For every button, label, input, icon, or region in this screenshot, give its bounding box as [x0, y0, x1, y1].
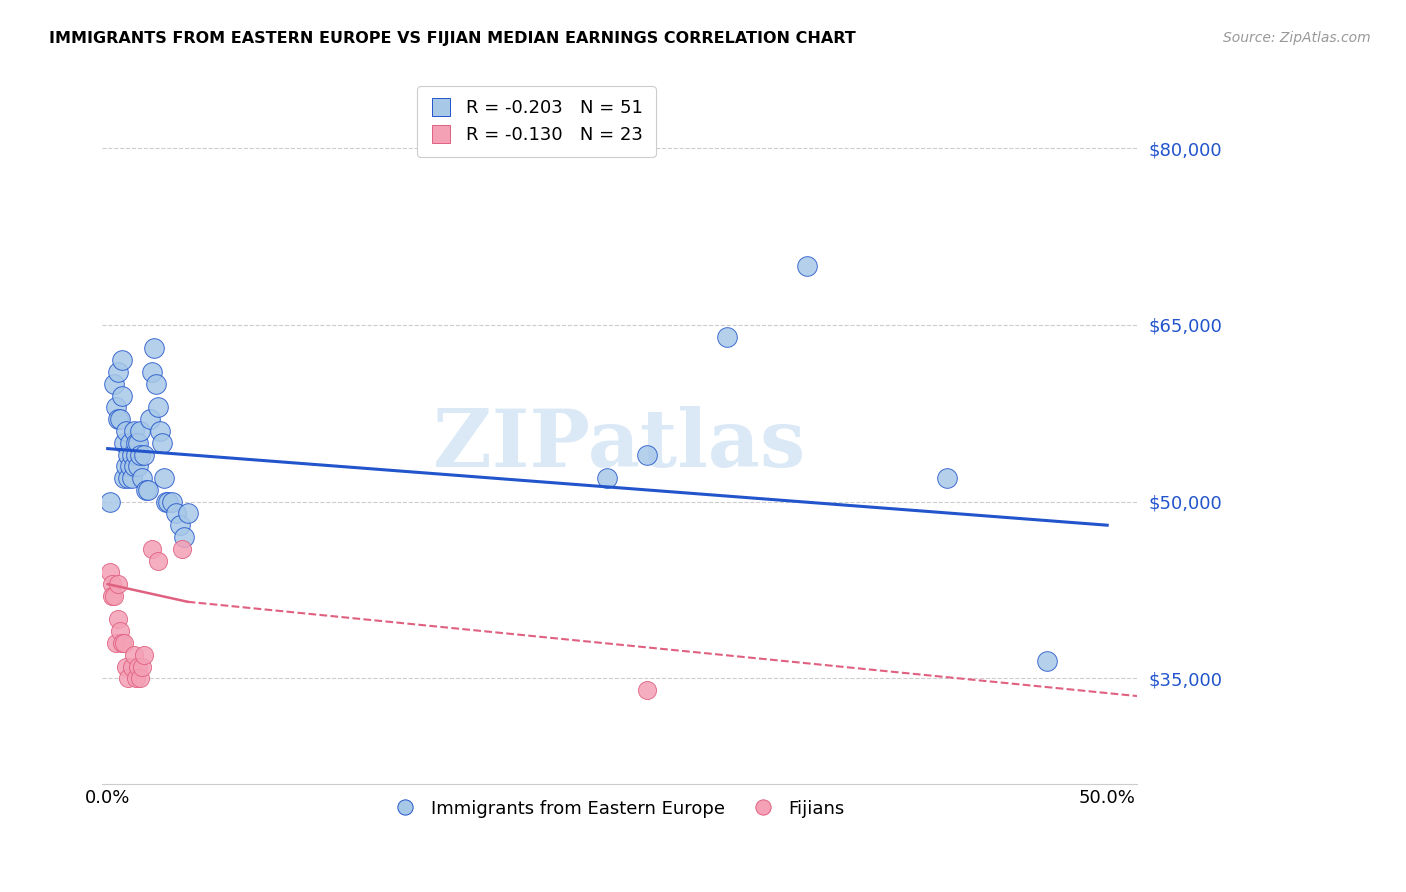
- Point: [149, 424, 172, 438]
- Point: [169, 518, 191, 533]
- Point: [132, 448, 155, 462]
- Point: [107, 612, 129, 626]
- Point: [128, 672, 150, 686]
- Point: [118, 435, 141, 450]
- Legend: Immigrants from Eastern Europe, Fijians: Immigrants from Eastern Europe, Fijians: [388, 792, 852, 825]
- Point: [112, 435, 135, 450]
- Text: ZIPatlas: ZIPatlas: [433, 406, 806, 484]
- Point: [103, 589, 125, 603]
- Point: [100, 577, 122, 591]
- Point: [121, 471, 143, 485]
- Point: [145, 376, 167, 391]
- Point: [114, 659, 136, 673]
- Point: [136, 483, 159, 497]
- Point: [716, 329, 738, 343]
- Point: [111, 353, 134, 368]
- Point: [146, 401, 169, 415]
- Text: Source: ZipAtlas.com: Source: ZipAtlas.com: [1223, 31, 1371, 45]
- Point: [141, 541, 163, 556]
- Point: [108, 624, 131, 639]
- Point: [796, 259, 818, 273]
- Point: [173, 530, 195, 544]
- Point: [131, 471, 153, 485]
- Point: [124, 435, 146, 450]
- Point: [124, 672, 146, 686]
- Point: [596, 471, 619, 485]
- Point: [128, 448, 150, 462]
- Point: [103, 376, 125, 391]
- Point: [636, 683, 658, 698]
- Point: [122, 648, 145, 662]
- Point: [122, 459, 145, 474]
- Point: [104, 401, 127, 415]
- Point: [132, 648, 155, 662]
- Point: [107, 365, 129, 379]
- Point: [98, 494, 121, 508]
- Point: [114, 424, 136, 438]
- Point: [111, 388, 134, 402]
- Point: [118, 459, 141, 474]
- Point: [131, 659, 153, 673]
- Point: [117, 672, 139, 686]
- Point: [122, 424, 145, 438]
- Point: [142, 342, 165, 356]
- Point: [165, 507, 187, 521]
- Point: [104, 636, 127, 650]
- Point: [152, 471, 174, 485]
- Point: [141, 365, 163, 379]
- Point: [170, 541, 193, 556]
- Point: [98, 566, 121, 580]
- Point: [156, 494, 179, 508]
- Point: [127, 659, 149, 673]
- Point: [100, 589, 122, 603]
- Point: [1036, 654, 1059, 668]
- Point: [135, 483, 157, 497]
- Point: [936, 471, 959, 485]
- Point: [155, 494, 177, 508]
- Point: [114, 459, 136, 474]
- Point: [111, 636, 134, 650]
- Point: [112, 471, 135, 485]
- Point: [121, 659, 143, 673]
- Point: [160, 494, 183, 508]
- Point: [112, 636, 135, 650]
- Point: [117, 471, 139, 485]
- Text: IMMIGRANTS FROM EASTERN EUROPE VS FIJIAN MEDIAN EARNINGS CORRELATION CHART: IMMIGRANTS FROM EASTERN EUROPE VS FIJIAN…: [49, 31, 856, 46]
- Point: [138, 412, 160, 426]
- Point: [128, 424, 150, 438]
- Point: [127, 435, 149, 450]
- Point: [150, 435, 173, 450]
- Point: [107, 412, 129, 426]
- Point: [108, 412, 131, 426]
- Point: [121, 448, 143, 462]
- Point: [127, 459, 149, 474]
- Point: [636, 448, 658, 462]
- Point: [107, 577, 129, 591]
- Point: [124, 448, 146, 462]
- Point: [176, 507, 198, 521]
- Point: [146, 553, 169, 567]
- Point: [117, 448, 139, 462]
